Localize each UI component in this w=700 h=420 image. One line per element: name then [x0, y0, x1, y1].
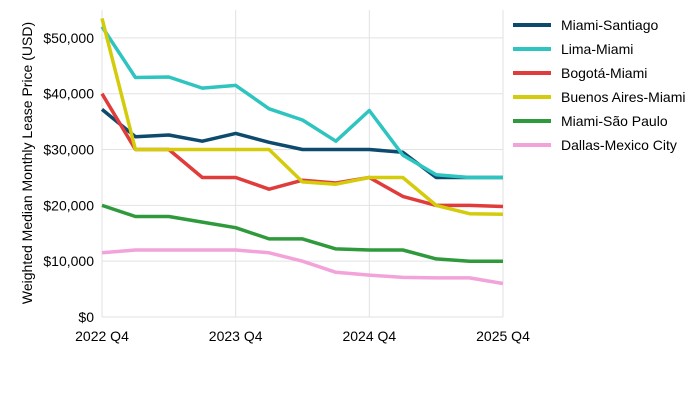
legend-label: Dallas-Mexico City — [561, 137, 677, 153]
x-tick-label: 2022 Q4 — [75, 328, 129, 344]
series-line-0 — [100, 108, 503, 180]
series-line-4 — [101, 203, 503, 263]
legend-label: Bogotá-Miami — [561, 65, 647, 81]
legend: Miami-Santiago Lima-Miami Bogotá-Miami Buen… — [513, 17, 686, 153]
series-line-1 — [100, 25, 503, 180]
x-tick-label: 2025 Q4 — [476, 328, 530, 344]
series-line-3 — [100, 17, 504, 217]
legend-label: Miami-Santiago — [561, 17, 658, 33]
y-tick-label: $10,000 — [43, 253, 94, 269]
series-lines — [100, 17, 504, 286]
y-axis-title: Weighted Median Monthly Lease Price (USD… — [19, 22, 35, 304]
axes: $0 $10,000 $20,000 $30,000 $40,000 $50,000 202… — [43, 30, 530, 344]
y-tick-label: $30,000 — [43, 142, 94, 158]
legend-label: Miami-São Paulo — [561, 113, 668, 129]
x-tick-label: 2023 Q4 — [209, 328, 263, 344]
y-tick-label: $40,000 — [43, 86, 94, 102]
y-tick-label: $20,000 — [43, 197, 94, 213]
legend-label: Buenos Aires-Miami — [561, 89, 686, 105]
series-line-5 — [101, 248, 504, 286]
grid — [101, 10, 504, 318]
x-tick-label: 2024 Q4 — [342, 328, 396, 344]
legend-label: Lima-Miami — [561, 41, 633, 57]
y-tick-label: $0 — [78, 309, 94, 325]
y-tick-label: $50,000 — [43, 30, 94, 46]
